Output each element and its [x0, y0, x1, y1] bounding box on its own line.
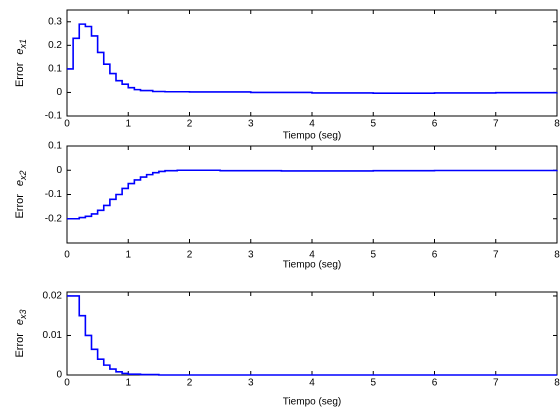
axes-box: [66, 291, 558, 376]
x-tick-label: 3: [248, 119, 254, 130]
x-tick-label: 0: [64, 250, 70, 261]
y-axis-label-subscript: x1: [18, 39, 28, 50]
y-tick-label: 0: [56, 165, 62, 176]
x-tick-label: 1: [125, 119, 131, 130]
x-axis-label: Tiempo (seg): [283, 260, 342, 271]
y-tick-label: 0.01: [43, 330, 63, 341]
y-tick-label: 0: [56, 87, 62, 98]
x-axis-label: Tiempo (seg): [283, 397, 342, 408]
x-tick-label: 3: [248, 250, 254, 261]
y-tick-label: 0: [56, 370, 62, 381]
x-axis-label: Tiempo (seg): [283, 131, 342, 142]
y-tick-label: -0.2: [45, 213, 63, 224]
x-tick-label: 5: [370, 250, 376, 261]
y-axis-label-subscript: x2: [18, 170, 28, 181]
data-line: [67, 23, 558, 94]
data-line: [67, 169, 558, 220]
x-tick-label: 4: [309, 250, 315, 261]
y-axis-label: Error ex2: [14, 170, 28, 218]
x-tick-label: 0: [64, 378, 70, 389]
x-tick-label: 0: [64, 119, 70, 130]
x-tick-label: 3: [248, 378, 254, 389]
y-tick-label: 0.3: [48, 16, 62, 27]
y-tick-label: 0.2: [48, 40, 62, 51]
y-axis-label-subscript: x3: [18, 309, 28, 320]
y-axis-label: Error ex1: [14, 39, 28, 87]
y-axis-label-symbol: e: [14, 319, 26, 325]
axes-box: [66, 145, 558, 244]
x-tick-label: 4: [309, 119, 315, 130]
x-tick-label: 7: [493, 378, 499, 389]
x-tick-label: 1: [125, 378, 131, 389]
y-tick-label: 0.1: [48, 64, 62, 75]
x-tick-label: 2: [187, 378, 193, 389]
x-tick-label: 8: [554, 250, 560, 261]
y-axis-label-text: Error: [14, 194, 26, 219]
x-tick-label: 4: [309, 378, 315, 389]
x-tick-label: 5: [370, 119, 376, 130]
subplot: 0 1 2 3 4 5 6 7 8 0 0.01 0.02 Tiempo (seg) Error ex3: [14, 291, 560, 408]
y-axis-label-symbol: e: [14, 48, 26, 54]
x-tick-label: 2: [187, 119, 193, 130]
x-tick-label: 6: [432, 378, 438, 389]
x-tick-label: 1: [125, 250, 131, 261]
x-tick-label: 6: [432, 119, 438, 130]
x-tick-label: 6: [432, 250, 438, 261]
x-tick-label: 2: [187, 250, 193, 261]
axes-box: [66, 9, 558, 117]
x-tick-label: 5: [370, 378, 376, 389]
x-tick-label: 8: [554, 119, 560, 130]
y-tick-label: 0.02: [43, 291, 63, 302]
data-line: [67, 295, 557, 376]
y-axis-label-text: Error: [14, 62, 26, 87]
x-tick-label: 8: [554, 378, 560, 389]
x-tick-label: 7: [493, 250, 499, 261]
subplot: 0 1 2 3 4 5 6 7 8 -0.2 -0.1 0 0.1 Tiempo (seg) Error ex…: [14, 141, 560, 271]
y-axis-label-symbol: e: [14, 180, 26, 186]
y-axis-label-text: Error: [14, 333, 26, 358]
y-tick-label: -0.1: [45, 111, 63, 122]
y-tick-label: -0.1: [45, 189, 63, 200]
x-tick-label: 7: [493, 119, 499, 130]
y-axis-label: Error ex3: [14, 309, 28, 357]
y-tick-label: 0.1: [48, 141, 62, 152]
